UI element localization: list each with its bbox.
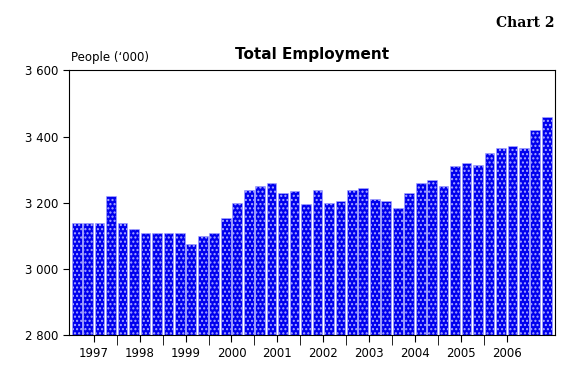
Bar <box>141 233 150 335</box>
Bar <box>359 188 368 335</box>
Bar <box>313 190 323 335</box>
Bar <box>118 223 128 335</box>
Bar <box>164 233 173 335</box>
Bar <box>209 233 219 335</box>
Bar <box>370 200 380 335</box>
Text: People (‘000): People (‘000) <box>71 51 149 64</box>
Bar <box>244 190 253 335</box>
Bar <box>519 148 529 335</box>
Bar <box>393 208 403 335</box>
Bar <box>198 236 208 335</box>
Bar <box>186 244 196 335</box>
Bar <box>530 130 540 335</box>
Bar <box>72 223 82 335</box>
Bar <box>336 201 345 335</box>
Bar <box>496 148 506 335</box>
Bar <box>542 117 551 335</box>
Bar <box>301 204 311 335</box>
Bar <box>232 203 242 335</box>
Bar <box>404 193 414 335</box>
Bar <box>106 196 116 335</box>
Bar <box>416 183 426 335</box>
Bar <box>175 233 185 335</box>
Bar <box>382 201 391 335</box>
Bar <box>267 183 276 335</box>
Bar <box>347 190 357 335</box>
Bar <box>473 165 483 335</box>
Bar <box>450 167 460 335</box>
Bar <box>221 218 231 335</box>
Bar <box>289 191 299 335</box>
Title: Total Employment: Total Employment <box>235 47 389 62</box>
Bar <box>484 153 494 335</box>
Text: Chart 2: Chart 2 <box>496 16 555 30</box>
Bar <box>427 180 437 335</box>
Bar <box>255 186 265 335</box>
Bar <box>324 203 334 335</box>
Bar <box>129 229 139 335</box>
Bar <box>462 163 471 335</box>
Bar <box>152 233 162 335</box>
Bar <box>95 223 105 335</box>
Bar <box>84 223 93 335</box>
Bar <box>278 193 288 335</box>
Bar <box>507 147 517 335</box>
Bar <box>439 186 448 335</box>
